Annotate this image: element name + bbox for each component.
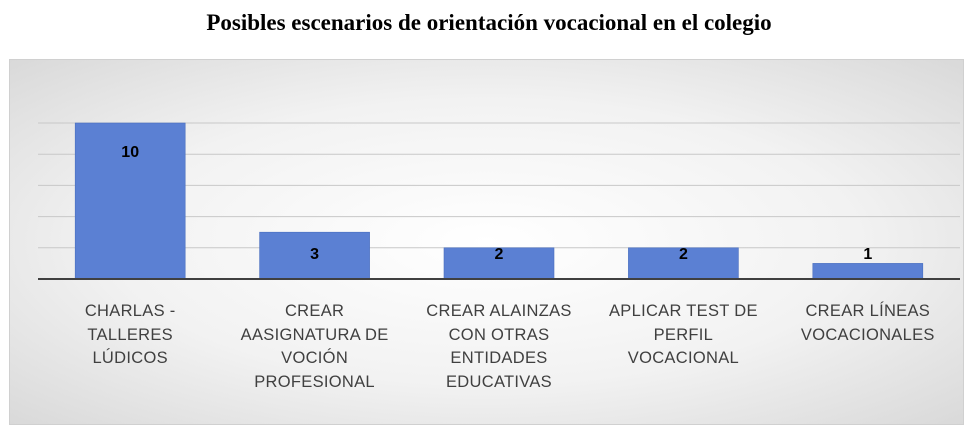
x-tick-label: CREAR ALAINZAS CON OTRAS ENTIDADES EDUCA… — [426, 302, 572, 391]
bar — [74, 122, 186, 280]
x-tick-label: CREAR LÍNEAS VOCACIONALES — [800, 302, 935, 344]
chart-title: Posibles escenarios de orientación vocac… — [206, 10, 772, 35]
value-label: 10 — [121, 144, 139, 161]
x-tick-label: CHARLAS - TALLERES LÚDICOS — [84, 302, 176, 367]
value-label: 2 — [495, 246, 504, 263]
bar — [259, 231, 370, 280]
value-label: 3 — [310, 246, 319, 263]
x-tick-label: CREAR AASIGNATURA DE VOCIÓN PROFESIONAL — [240, 302, 389, 391]
bar — [628, 247, 739, 280]
x-tick-label: APLICAR TEST DE PERFIL VOCACIONAL — [609, 302, 758, 367]
bar — [812, 263, 924, 280]
value-label: 2 — [679, 246, 688, 263]
bar — [443, 247, 555, 280]
value-label: 1 — [863, 246, 872, 263]
